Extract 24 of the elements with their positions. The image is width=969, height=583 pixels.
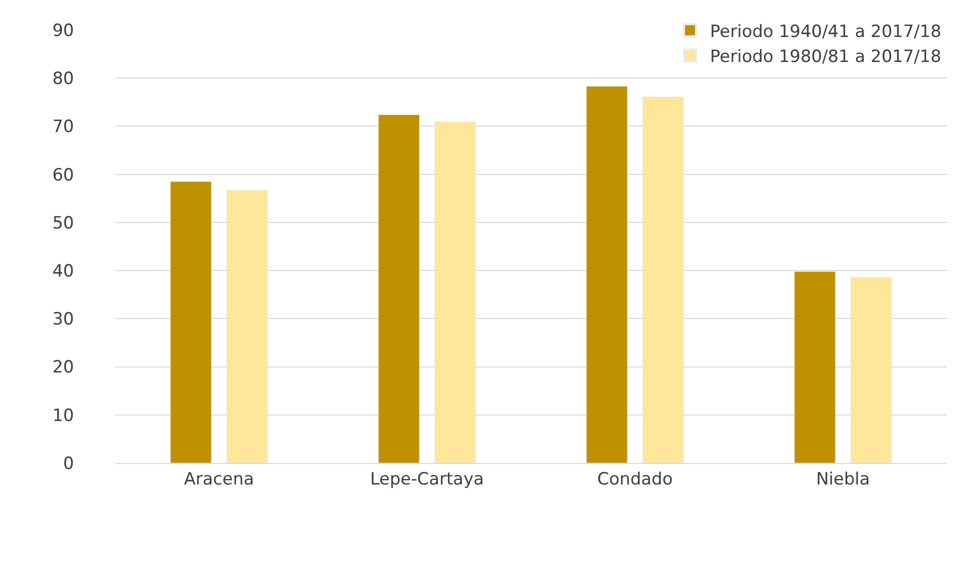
- legend-label: Periodo 1980/81 a 2017/18: [710, 46, 942, 67]
- bar: [378, 114, 420, 463]
- legend-label: Periodo 1940/41 a 2017/18: [710, 22, 942, 42]
- bar: [170, 181, 212, 463]
- y-tick-label: 40: [52, 262, 74, 282]
- x-tick-label: Aracena: [184, 469, 254, 490]
- x-tick-label: Lepe-Cartaya: [370, 469, 484, 490]
- y-tick-label: 10: [52, 406, 74, 426]
- y-tick-label: 70: [52, 117, 74, 138]
- y-tick-label: 80: [52, 69, 74, 90]
- y-tick-label: 90: [52, 20, 74, 41]
- bar: [794, 271, 836, 463]
- bar: [850, 277, 892, 463]
- y-tick-label: 50: [52, 213, 74, 234]
- bar: [586, 86, 628, 463]
- x-tick-label: Niebla: [816, 469, 870, 490]
- x-tick-label: Condado: [597, 469, 673, 490]
- bar: [642, 96, 684, 463]
- y-tick-label: 0: [63, 454, 74, 474]
- y-tick-label: 20: [52, 358, 74, 378]
- y-tick-label: 30: [52, 310, 74, 330]
- y-tick-label: 60: [52, 165, 74, 186]
- bar: [434, 122, 476, 463]
- bar: [226, 190, 268, 463]
